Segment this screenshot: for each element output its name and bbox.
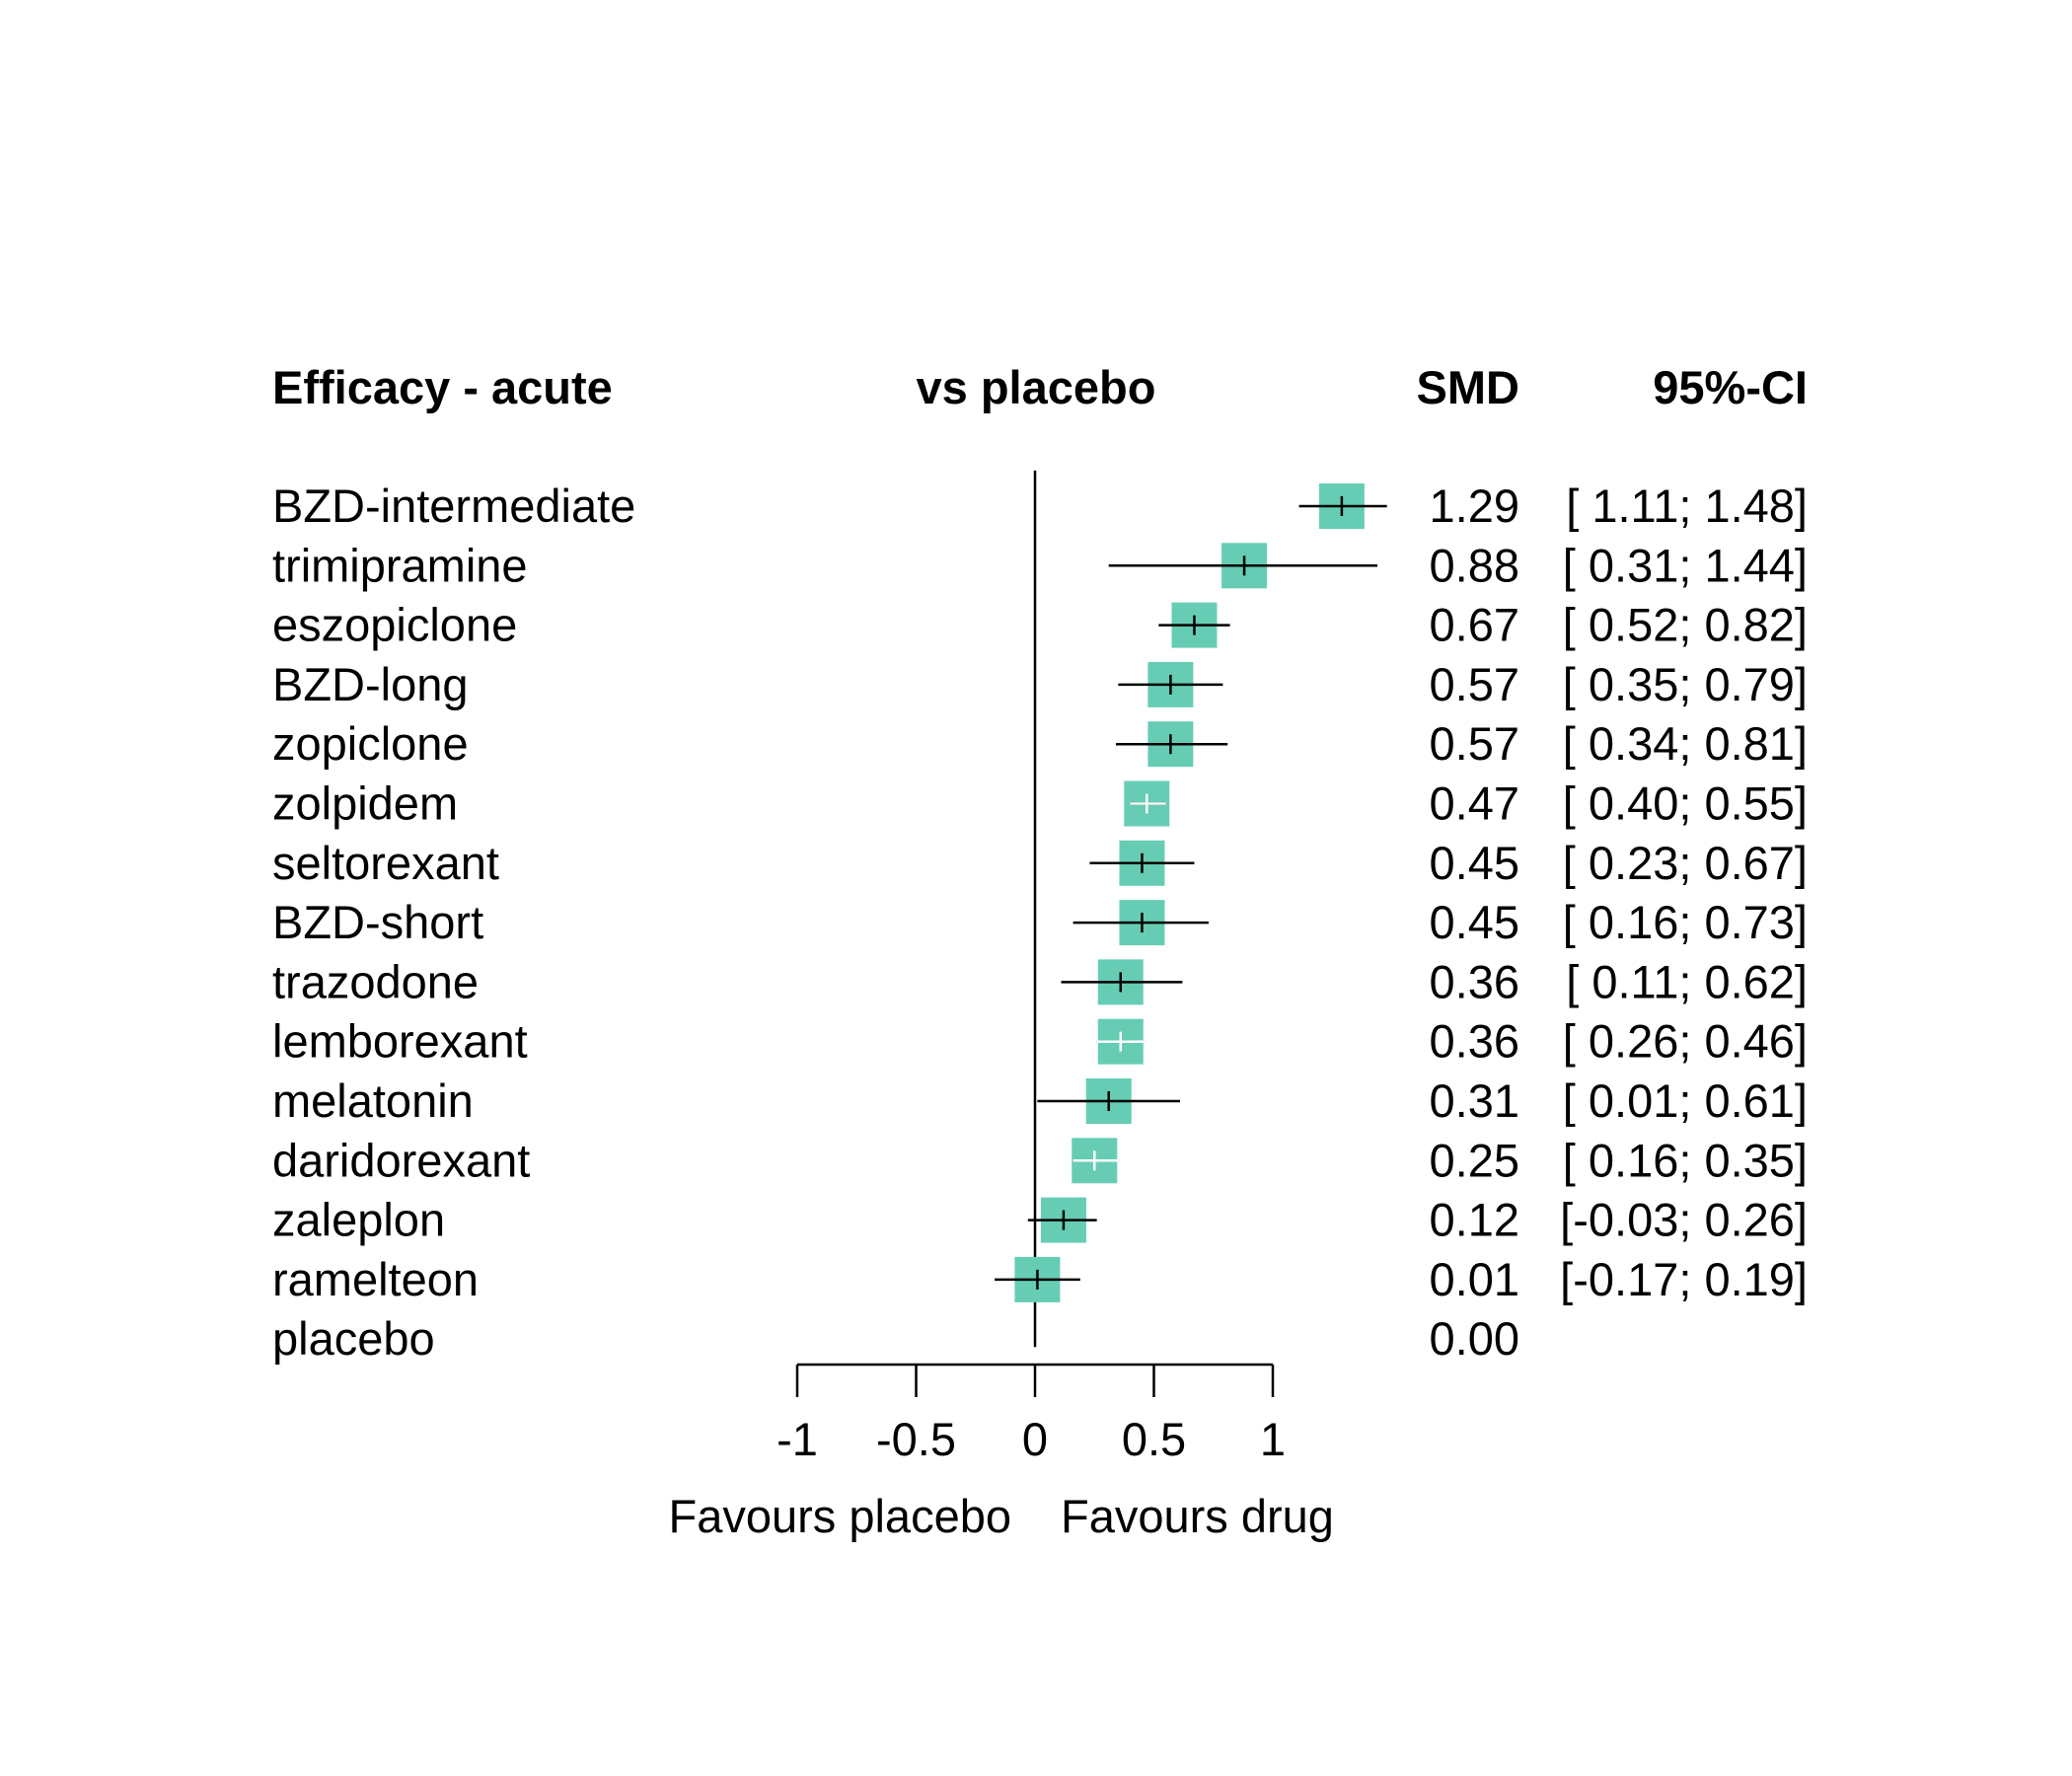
header-estimate: SMD — [1417, 361, 1519, 413]
row-ci: [ 0.26; 0.46] — [1563, 1015, 1808, 1068]
row-smd: 0.45 — [1430, 837, 1519, 889]
table-row: daridorexant 0.25 [ 0.16; 0.35] — [272, 1134, 1808, 1186]
x-axis-tick-label: -0.5 — [876, 1413, 956, 1465]
table-row: trimipramine 0.88 [ 0.31; 1.44] — [272, 539, 1808, 591]
forest-rows: BZD-intermediate 1.29 [ 1.11; 1.48] trimipr… — [272, 470, 1808, 1365]
x-axis-left-label: Favours placebo — [669, 1490, 1011, 1542]
row-label: lemborexant — [272, 1015, 528, 1068]
table-row: BZD-intermediate 1.29 [ 1.11; 1.48] — [272, 480, 1808, 532]
row-smd: 0.67 — [1430, 599, 1519, 651]
row-smd: 1.29 — [1430, 480, 1519, 532]
row-ci: [ 0.31; 1.44] — [1563, 539, 1808, 591]
row-label: eszopiclone — [272, 599, 517, 651]
row-ci: [ 1.11; 1.48] — [1566, 480, 1808, 532]
row-ci: [ 0.52; 0.82] — [1563, 599, 1808, 651]
row-smd: 0.57 — [1430, 717, 1519, 770]
header-ci: 95%-CI — [1653, 361, 1808, 413]
table-row: seltorexant 0.45 [ 0.23; 0.67] — [272, 837, 1808, 889]
row-smd: 0.88 — [1430, 539, 1519, 591]
table-row: melatonin 0.31 [ 0.01; 0.61] — [272, 1074, 1808, 1127]
row-ci: [-0.03; 0.26] — [1560, 1194, 1808, 1246]
row-label: daridorexant — [272, 1134, 530, 1186]
row-smd: 0.47 — [1430, 777, 1519, 830]
row-label: zopiclone — [272, 717, 469, 770]
x-axis-right-label: Favours drug — [1061, 1490, 1334, 1542]
row-label: BZD-intermediate — [272, 480, 635, 532]
table-row: BZD-long 0.57 [ 0.35; 0.79] — [272, 658, 1808, 710]
row-smd: 0.01 — [1430, 1253, 1519, 1305]
x-axis-tick-label: 0 — [1022, 1413, 1048, 1465]
row-label: zaleplon — [272, 1194, 445, 1246]
row-ci: [ 0.01; 0.61] — [1563, 1074, 1808, 1127]
x-axis: -1 -0.5 0 0.5 1 — [777, 1363, 1286, 1465]
row-smd: 0.12 — [1430, 1194, 1519, 1246]
row-smd: 0.57 — [1430, 658, 1519, 710]
table-row: BZD-short 0.45 [ 0.16; 0.73] — [272, 896, 1808, 948]
row-label: placebo — [272, 1312, 435, 1365]
row-label: melatonin — [272, 1074, 474, 1127]
table-row: trazodone 0.36 [ 0.11; 0.62] — [272, 955, 1808, 1007]
table-row: zolpidem 0.47 [ 0.40; 0.55] — [272, 777, 1808, 830]
header-comparison: vs placebo — [917, 361, 1156, 413]
row-smd: 0.36 — [1430, 1015, 1519, 1068]
row-ci: [ 0.11; 0.62] — [1566, 955, 1808, 1007]
table-row: zaleplon 0.12 [-0.03; 0.26] — [272, 1194, 1808, 1246]
row-ci: [ 0.34; 0.81] — [1563, 717, 1808, 770]
row-label: trimipramine — [272, 539, 528, 591]
header-group: Efficacy - acute — [272, 361, 613, 413]
row-label: trazodone — [272, 955, 479, 1007]
row-smd: 0.36 — [1430, 955, 1519, 1007]
row-ci: [ 0.23; 0.67] — [1563, 837, 1808, 889]
row-smd: 0.45 — [1430, 896, 1519, 948]
row-smd: 0.31 — [1430, 1074, 1519, 1127]
row-label: ramelteon — [272, 1253, 479, 1305]
row-smd: 0.25 — [1430, 1134, 1519, 1186]
x-axis-tick-label: -1 — [777, 1413, 818, 1465]
row-label: BZD-long — [272, 658, 469, 710]
table-row: ramelteon 0.01 [-0.17; 0.19] — [272, 1253, 1808, 1305]
row-smd: 0.00 — [1430, 1312, 1519, 1365]
row-ci: [ 0.16; 0.35] — [1563, 1134, 1808, 1186]
table-row: eszopiclone 0.67 [ 0.52; 0.82] — [272, 599, 1808, 651]
row-ci: [ 0.40; 0.55] — [1563, 777, 1808, 830]
table-row: zopiclone 0.57 [ 0.34; 0.81] — [272, 717, 1808, 770]
x-axis-tick-label: 1 — [1260, 1413, 1286, 1465]
row-ci: [ 0.35; 0.79] — [1563, 658, 1808, 710]
table-row: lemborexant 0.36 [ 0.26; 0.46] — [272, 1015, 1808, 1068]
row-label: seltorexant — [272, 837, 499, 889]
x-axis-tick-label: 0.5 — [1122, 1413, 1186, 1465]
row-label: zolpidem — [272, 777, 458, 830]
table-row: placebo 0.00 — [272, 1312, 1519, 1365]
row-ci: [ 0.16; 0.73] — [1563, 896, 1808, 948]
row-label: BZD-short — [272, 896, 483, 948]
row-ci: [-0.17; 0.19] — [1560, 1253, 1808, 1305]
